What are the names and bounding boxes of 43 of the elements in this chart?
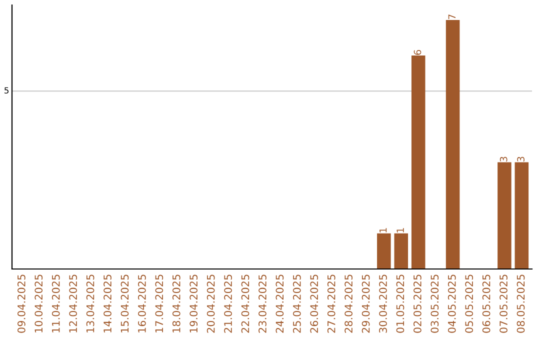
- x-tick-label: 06.05.2025: [482, 274, 490, 333]
- x-tick-label: 04.05.2025: [448, 274, 456, 333]
- x-tick-label: 20.04.2025: [206, 274, 215, 333]
- x-tick-label: 02.05.2025: [414, 274, 422, 333]
- x-tick-label: 16.04.2025: [138, 274, 146, 332]
- x-tick-label: 28.04.2025: [344, 274, 353, 333]
- x-tick-label: 11.04.2025: [52, 274, 60, 332]
- x-tick-label: 17.04.2025: [155, 274, 164, 332]
- x-tick-label: 10.04.2025: [34, 274, 43, 332]
- x-tick-label: 23.04.2025: [258, 274, 266, 333]
- x-tick-label: 09.04.2025: [17, 274, 26, 333]
- ref-line-label: 5: [4, 87, 8, 94]
- x-tick-label: 21.04.2025: [224, 274, 232, 333]
- data-label: 3: [517, 156, 524, 162]
- bar: [498, 162, 512, 269]
- x-tick-label: 26.04.2025: [310, 274, 318, 333]
- x-tick-label: 12.04.2025: [69, 274, 78, 332]
- data-label: 1: [380, 228, 387, 232]
- x-tick-label: 19.04.2025: [190, 274, 198, 332]
- data-label: 1: [396, 228, 404, 232]
- x-tick-label: 05.05.2025: [465, 274, 474, 333]
- x-tick-label: 22.04.2025: [241, 274, 250, 333]
- data-label: 7: [448, 14, 456, 20]
- x-tick-label: 14.04.2025: [104, 274, 112, 332]
- x-tick-label: 25.04.2025: [292, 274, 301, 333]
- x-tick-label: 07.05.2025: [500, 274, 508, 333]
- x-tick-label: 30.04.2025: [379, 274, 387, 333]
- bar: [411, 56, 426, 269]
- x-tick-label: 18.04.2025: [172, 274, 180, 332]
- x-tick-label: 15.04.2025: [120, 274, 129, 332]
- bar: [394, 233, 408, 269]
- data-label: 3: [500, 156, 508, 162]
- x-tick-label: 01.05.2025: [396, 274, 404, 333]
- x-tick-label: 03.05.2025: [430, 274, 439, 333]
- x-tick-label: 27.04.2025: [327, 274, 336, 333]
- x-tick-label: 13.04.2025: [86, 274, 94, 332]
- x-tick-label: 29.04.2025: [362, 274, 370, 333]
- data-label: 6: [414, 50, 422, 55]
- bar: [377, 233, 391, 269]
- bar: [446, 20, 460, 269]
- x-tick-label: 08.05.2025: [516, 274, 525, 333]
- x-tick-label: 24.04.2025: [276, 274, 284, 333]
- bar: [514, 162, 529, 269]
